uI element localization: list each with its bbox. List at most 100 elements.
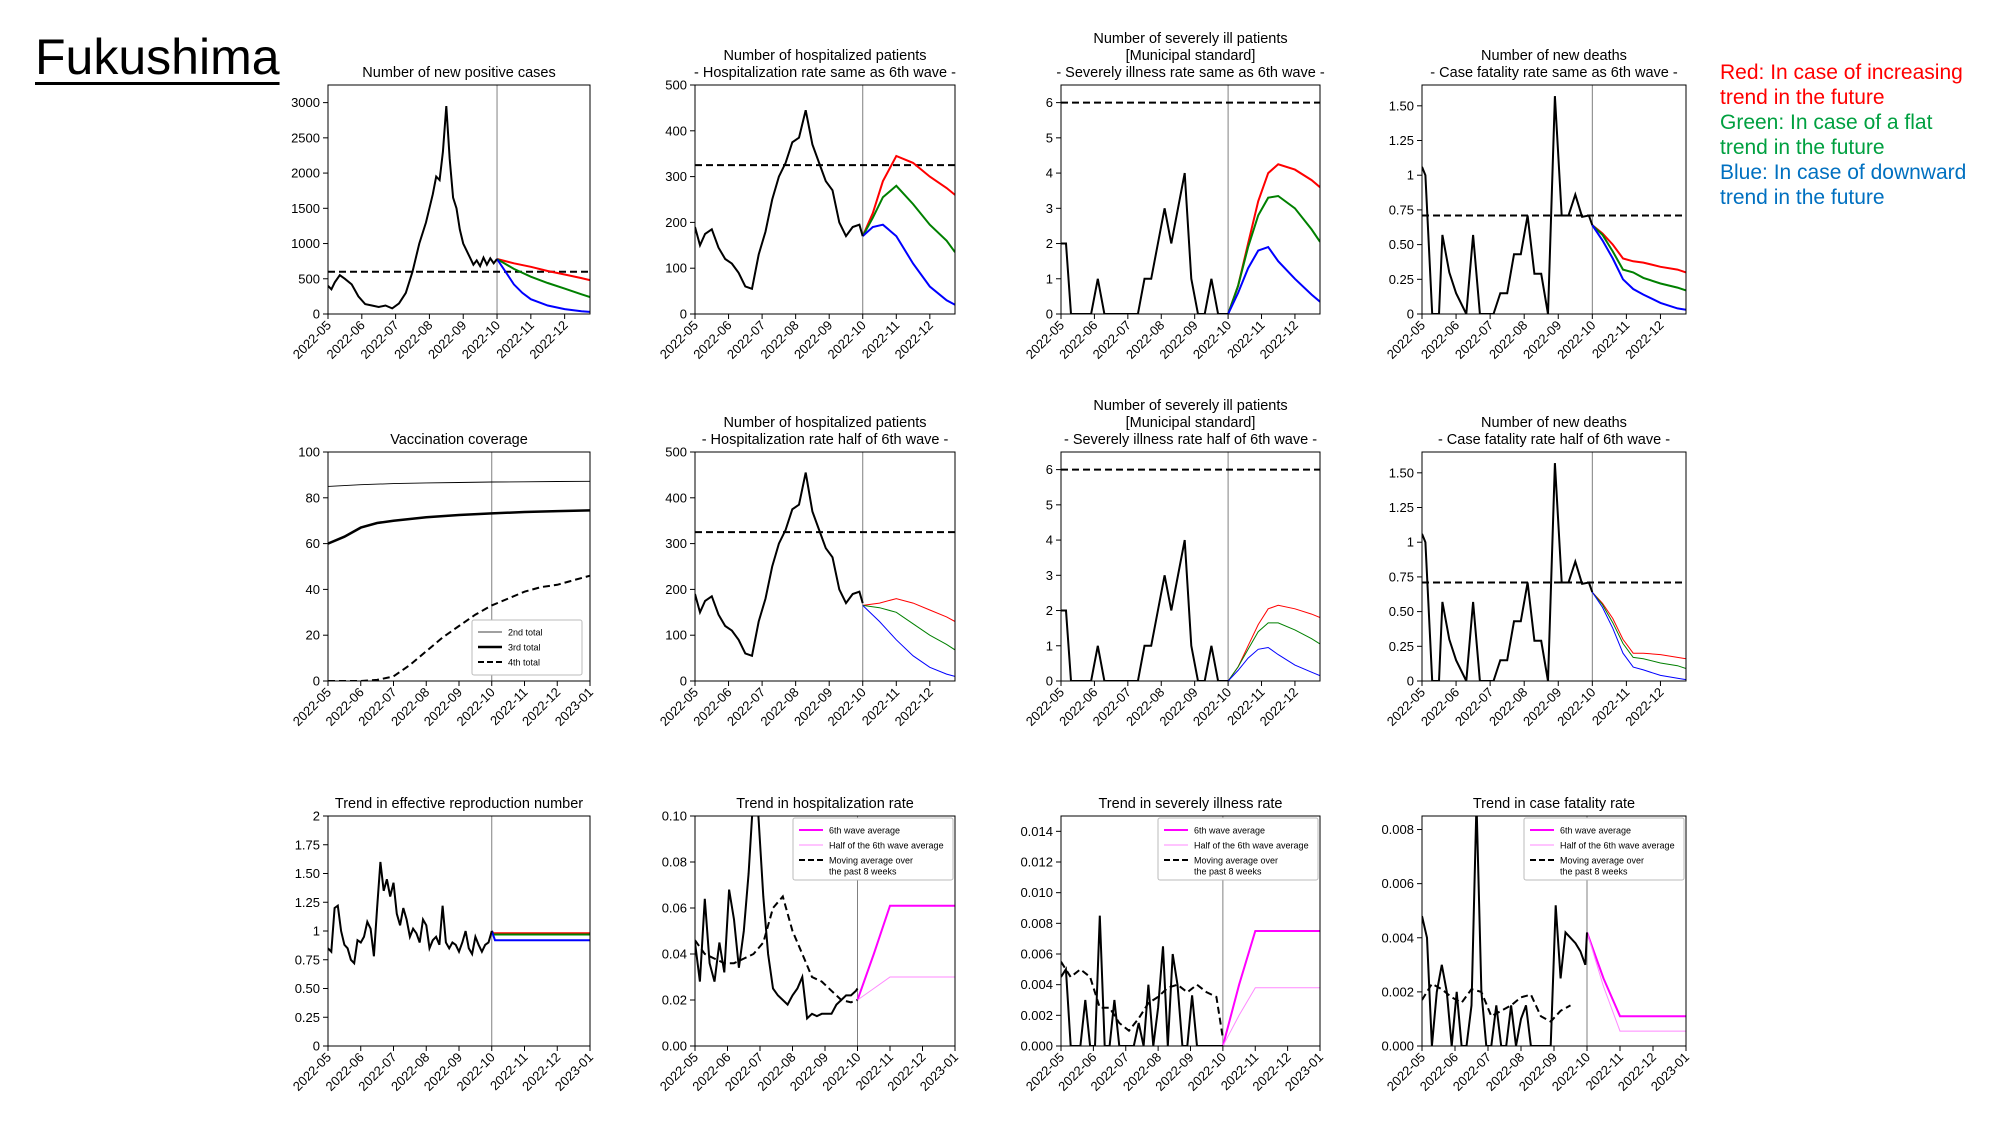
sixth-wave-average-line [1586,932,1686,1018]
chart-title-line: [Municipal standard] [1126,48,1256,64]
observed-line [1061,539,1229,681]
plot-area [328,85,590,314]
y-tick-label: 400 [665,490,687,505]
chart-title-line: Trend in hospitalization rate [736,796,914,812]
plot-area [328,452,590,681]
chart-panel-12: Trend in case fatality rate 0.000 0.002 0.0… [1381,796,1692,1094]
y-tick-label: 0 [680,307,687,322]
x-tick-label: 2022-10 [1554,685,1598,729]
y-tick-label: 100 [665,628,687,643]
y-tick-label: 0.002 [1381,984,1414,999]
y-tick-label: 0.008 [1381,822,1414,837]
observed-line [1061,915,1223,1046]
y-tick-label: 2 [313,809,320,824]
legend-label: 6th wave average [829,826,900,836]
y-tick-label: 200 [665,215,687,230]
chart-panel-2: Number of hospitalized patients- Hospita… [657,48,956,362]
projection-flat-line [1227,622,1320,681]
half-sixth-wave-line [857,976,955,1001]
plot-area [1061,85,1320,314]
half-sixth-wave-line [1222,987,1320,1046]
y-tick-label: 0.004 [1020,977,1053,992]
legend-label: Half of the 6th wave average [1194,841,1309,851]
y-tick-label: 3000 [291,95,320,110]
legend-label: 3rd total [508,643,541,653]
y-tick-label: 0.75 [1389,569,1414,584]
y-tick-label: 300 [665,169,687,184]
legend-box [1157,817,1319,881]
legend-label: Half of the 6th wave average [1560,841,1675,851]
chart-panel-1: Number of new positive cases 0 500 1000 1500… [290,65,591,362]
legend-label: 4th total [508,658,540,668]
plot-frame [1421,451,1687,682]
chart-title-line: Number of severely ill patients [1093,31,1287,47]
y-tick-label: 1 [313,924,320,939]
scenario-note-green-line1: Green: In case of a flat [1720,111,1933,134]
observed-line [695,816,859,1021]
sixth-wave-average-line [856,904,955,1001]
sixth-wave-average-line [1221,930,1320,1046]
projection-flat-line [861,184,955,253]
chart-panel-4: Number of new deaths- Case fatality rate… [1384,48,1687,362]
y-tick-label: 6 [1046,95,1053,110]
moving-average-line [1422,982,1571,1023]
legend-label: 2nd total [508,628,543,638]
y-tick-label: 4 [1046,166,1053,181]
chart-panel-7: Number of severely ill patients[Municipa… [1023,398,1321,729]
y-tick-label: 1500 [291,201,320,216]
y-tick-label: 0.04 [662,947,687,962]
y-tick-label: 0 [313,307,320,322]
chart-panel-11: Trend in severely illness rate 0.000 0.002… [1020,796,1326,1094]
legend-label: the past 8 weeks [1194,867,1262,877]
y-tick-label: 0 [1046,674,1053,689]
chart-title-line: - Severely illness rate same as 6th wave… [1056,65,1325,81]
y-tick-label: 4 [1046,533,1053,548]
series-line [328,574,590,681]
plot-area [1061,452,1320,681]
y-tick-label: 3 [1046,201,1053,216]
legend-label: the past 8 weeks [829,867,897,877]
observed-line [1422,463,1594,681]
y-tick-label: 0 [1407,674,1414,689]
legend-label: 6th wave average [1560,826,1631,836]
moving-average-line [1061,961,1224,1039]
projection-flat-line [1227,194,1320,314]
y-tick-label: 2 [1046,603,1053,618]
projection-down-line [490,930,590,942]
observed-line [1422,96,1594,314]
y-tick-label: 0.012 [1020,855,1053,870]
y-tick-label: 1.25 [1389,500,1414,515]
y-tick-label: 2500 [291,130,320,145]
legend-box [792,817,954,881]
y-tick-label: 20 [306,628,320,643]
y-tick-label: 0 [1046,307,1053,322]
y-tick-label: 0.75 [295,952,320,967]
y-tick-label: 0.50 [1389,237,1414,252]
series-line [328,509,590,545]
chart-title-line: Trend in case fatality rate [1473,796,1635,812]
y-tick-label: 1 [1407,535,1414,550]
chart-title-line: - Hospitalization rate same as 6th wave … [694,65,956,81]
chart-title-line: [Municipal standard] [1126,415,1256,431]
projection-up-line [496,258,590,282]
y-tick-label: 5 [1046,130,1053,145]
legend-label: Moving average over [829,856,913,866]
y-tick-label: 0.000 [1020,1039,1053,1054]
y-tick-label: 0.00 [662,1039,687,1054]
y-tick-label: 2000 [291,166,320,181]
chart-title-line: Number of new deaths [1481,48,1627,64]
projection-flat-line [862,604,955,651]
projection-up-line [1591,591,1686,660]
y-tick-label: 0.75 [1389,202,1414,217]
y-tick-label: 0 [313,674,320,689]
chart-panel-6: Number of hospitalized patients- Hospita… [657,415,956,729]
observed-line [328,861,493,966]
y-tick-label: 0 [1407,307,1414,322]
projection-flat-line [1591,224,1686,292]
projection-up-line [490,930,590,935]
y-tick-label: 1 [1046,271,1053,286]
chart-panel-9: Trend in effective reproduction number 0 0… [290,796,596,1094]
plot-frame [327,84,591,315]
projection-down-line [1591,224,1686,311]
y-tick-label: 1.50 [1389,465,1414,480]
